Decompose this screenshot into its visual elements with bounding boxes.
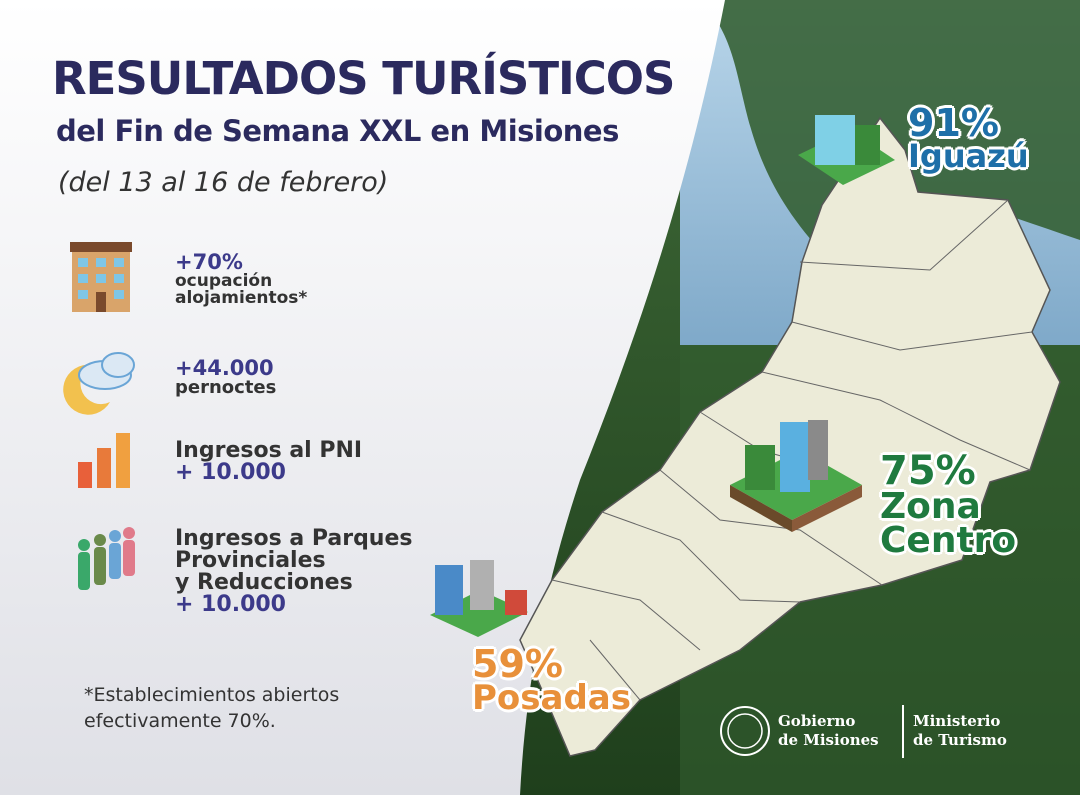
centro-icon bbox=[730, 420, 862, 532]
stat-value: +44.000 bbox=[175, 356, 274, 380]
region-name: Posadas bbox=[472, 678, 631, 719]
region-name: Zona bbox=[880, 486, 981, 527]
region-label: 59% Posadas bbox=[472, 642, 631, 719]
iguazu-icon bbox=[798, 115, 895, 185]
logo-text: de Misiones bbox=[778, 730, 879, 749]
stat: Ingresos a Parques Provinciales y Reducc… bbox=[175, 528, 413, 616]
region-name: Centro bbox=[880, 520, 1017, 562]
stat-value: +70% bbox=[175, 250, 243, 274]
stat-label: alojamientos* bbox=[175, 288, 308, 308]
logo-text: Ministerio bbox=[913, 712, 1001, 730]
night-icon bbox=[63, 352, 135, 415]
footnote-line: *Establecimientos abiertos bbox=[84, 684, 340, 706]
stat-value: + 10.000 bbox=[175, 460, 286, 485]
stat-label: Ingresos a Parques bbox=[175, 526, 413, 551]
stat: +70% ocupación alojamientos* bbox=[175, 252, 307, 307]
region-percent: 91% bbox=[908, 101, 999, 145]
posadas-icon bbox=[430, 560, 528, 637]
logo-seal bbox=[720, 705, 904, 758]
logo-text: Gobierno bbox=[778, 712, 856, 730]
stat-label: y Reducciones bbox=[175, 570, 353, 595]
region-name: Iguazú bbox=[908, 137, 1029, 176]
stat-label: pernoctes bbox=[175, 377, 277, 398]
logo-right: Ministerio de Turismo bbox=[913, 712, 1007, 750]
footnote-line: efectivamente 70%. bbox=[84, 709, 276, 732]
region-label: 75% Zona Centro bbox=[880, 448, 1017, 562]
region-percent: 59% bbox=[472, 642, 563, 686]
people-icon bbox=[78, 527, 135, 590]
building-icon bbox=[70, 242, 132, 312]
title: RESULTADOS TURÍSTICOS bbox=[52, 52, 675, 105]
footnote: *Establecimientos abiertos efectivamente… bbox=[84, 683, 339, 734]
bars-icon bbox=[78, 433, 130, 488]
stat-label: Provinciales bbox=[175, 548, 326, 573]
dates: (del 13 al 16 de febrero) bbox=[58, 167, 389, 198]
logo-text: de Turismo bbox=[913, 730, 1007, 749]
stat-label: ocupación bbox=[175, 271, 273, 291]
stat-label: Ingresos al PNI bbox=[175, 438, 363, 463]
logo-left: Gobierno de Misiones bbox=[778, 712, 879, 750]
stat: +44.000 pernoctes bbox=[175, 358, 276, 397]
subtitle: del Fin de Semana XXL en Misiones bbox=[56, 114, 619, 148]
stat: Ingresos al PNI + 10.000 bbox=[175, 440, 362, 484]
region-label: 91% Iguazú bbox=[908, 101, 1029, 176]
region-percent: 75% bbox=[880, 448, 976, 494]
stat-value: + 10.000 bbox=[175, 592, 286, 617]
